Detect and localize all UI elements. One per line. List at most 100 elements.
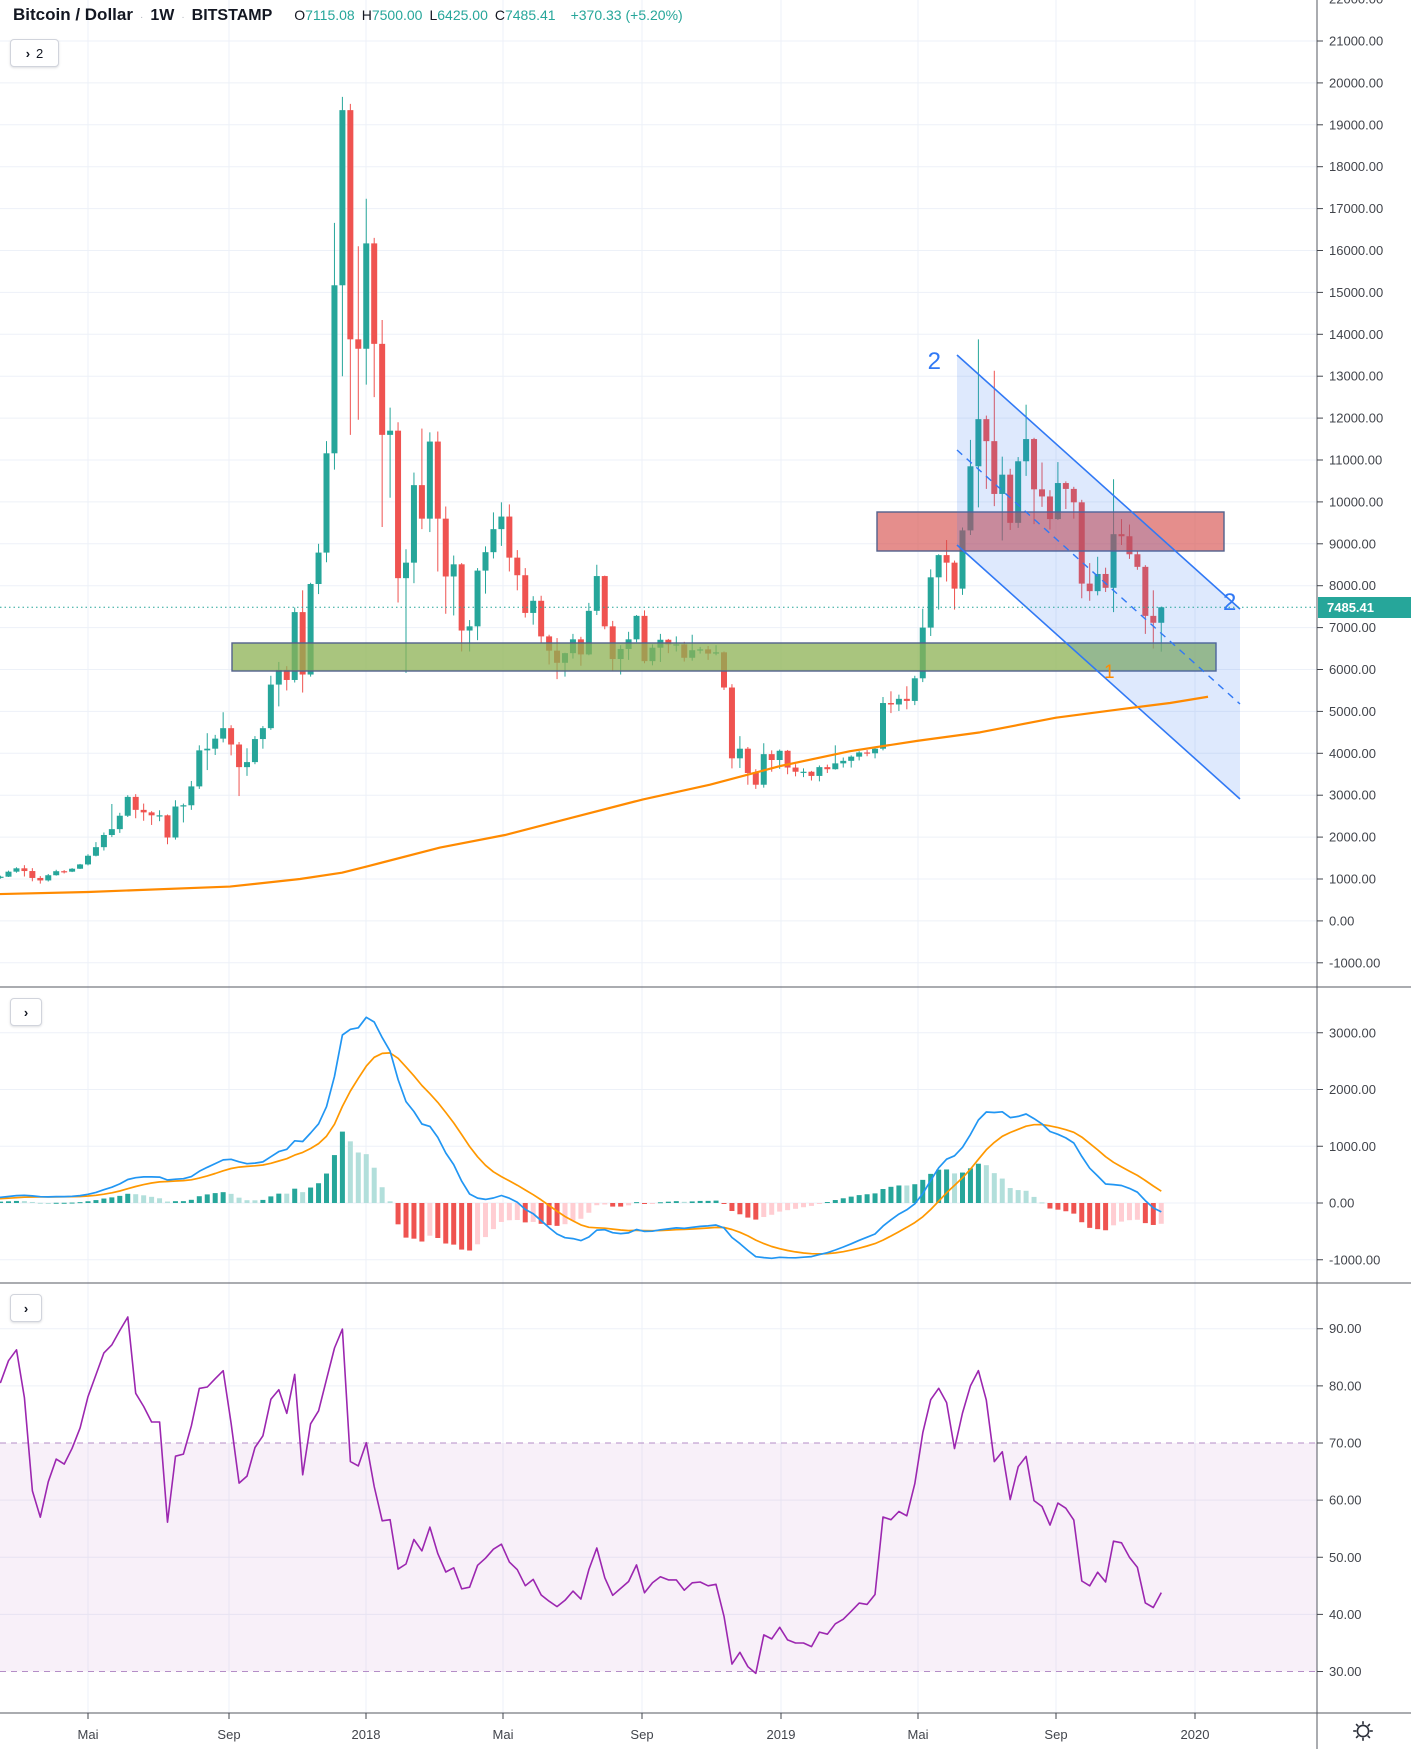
candle-body: [1102, 573, 1109, 588]
candle-body: [514, 557, 521, 576]
macd-histogram-bar: [761, 1203, 767, 1218]
macd-histogram-bar: [77, 1202, 83, 1204]
macd-histogram-bar: [220, 1192, 226, 1203]
candle-body: [61, 871, 68, 873]
macd-histogram-bar: [936, 1169, 942, 1203]
interval-label[interactable]: 1W: [150, 7, 175, 24]
candle-body: [864, 752, 871, 754]
candle-body: [347, 110, 354, 340]
candle-body: [768, 754, 775, 761]
macd-histogram-bar: [252, 1200, 258, 1203]
candle-body: [387, 430, 394, 435]
candle-body: [792, 767, 799, 772]
macd-histogram-bar: [61, 1202, 67, 1204]
macd-histogram-bar: [276, 1193, 282, 1203]
candle-body: [315, 552, 322, 585]
channel-mid-line: [956, 449, 1241, 705]
macd-histogram-bar: [1015, 1190, 1021, 1203]
high-value: 7500.00: [371, 7, 423, 23]
macd-histogram-bar: [85, 1201, 91, 1203]
axis-tick-label: 17000.00: [1329, 201, 1383, 216]
macd-histogram-bar: [1047, 1203, 1053, 1209]
candle-body: [29, 871, 36, 878]
candle-body: [943, 555, 950, 563]
candle-body: [108, 829, 115, 836]
macd-histogram-bar: [618, 1203, 624, 1207]
candle-body: [784, 750, 791, 768]
macd-histogram-bar: [37, 1202, 43, 1204]
candle-body: [434, 441, 441, 519]
main-pane-collapse-button[interactable]: › 2: [10, 39, 59, 67]
exchange-label[interactable]: BITSTAMP: [191, 7, 273, 24]
moving-average-line[interactable]: [0, 695, 1209, 898]
rsi-pane-collapse-button[interactable]: ›: [10, 1294, 42, 1322]
macd-histogram-bar: [634, 1202, 640, 1204]
candle-body: [204, 748, 211, 751]
macd-histogram-bar: [689, 1201, 695, 1203]
time-tick-label: Mai: [908, 1727, 929, 1742]
macd-histogram-bar: [793, 1203, 799, 1209]
descending-channel-fill[interactable]: [957, 355, 1240, 799]
macd-histogram-bar: [848, 1196, 854, 1203]
candle-body: [959, 530, 966, 589]
candle-body: [728, 687, 735, 759]
symbol-header: Bitcoin / Dollar · 1W · BITSTAMP O7115.0…: [13, 5, 683, 25]
axis-tick-label: 10000.00: [1329, 494, 1383, 509]
macd-line: [0, 1016, 1162, 1260]
macd-histogram-bar: [1134, 1203, 1140, 1220]
axis-tick-label: 7000.00: [1329, 620, 1376, 635]
candle-body: [140, 809, 147, 813]
macd-histogram-bar: [212, 1193, 218, 1203]
rsi-pane[interactable]: [0, 1316, 1317, 1675]
ohlc-readout: O7115.08 H7500.00 L6425.00 C7485.41: [287, 7, 555, 23]
candle-body: [466, 626, 473, 631]
macd-histogram-bar: [1007, 1188, 1013, 1203]
macd-histogram-bar: [451, 1203, 457, 1245]
axis-tick-label: 16000.00: [1329, 243, 1383, 258]
candle-body: [220, 728, 227, 739]
channel-upper-line[interactable]: [956, 354, 1241, 610]
price-axis[interactable]: 22000.00 21000.00 20000.00 19000.00 18000.00…: [1317, 0, 1383, 1679]
macd-histogram-bar: [109, 1197, 115, 1203]
macd-histogram-bar: [1063, 1203, 1069, 1212]
axis-tick-label: 3000.00: [1329, 1025, 1376, 1040]
macd-histogram-bar: [459, 1203, 465, 1250]
candle-body: [506, 516, 513, 558]
support-zone[interactable]: [231, 642, 1217, 672]
separator-dot: ·: [181, 12, 185, 23]
symbol-name[interactable]: Bitcoin / Dollar: [13, 5, 133, 24]
settings-icon[interactable]: [1348, 1716, 1378, 1746]
macd-histogram-bar: [880, 1189, 886, 1203]
macd-histogram-bar: [801, 1203, 806, 1208]
macd-pane-collapse-button[interactable]: ›: [10, 998, 42, 1026]
macd-pane[interactable]: [0, 1016, 1164, 1260]
axis-tick-label: 80.00: [1329, 1378, 1362, 1393]
candle-body: [323, 453, 330, 553]
axis-tick-label: 6000.00: [1329, 662, 1376, 677]
axis-tick-label: 1000.00: [1329, 1139, 1376, 1154]
macd-histogram-bar: [578, 1203, 584, 1219]
candle-body: [180, 805, 187, 807]
macd-histogram-bar: [514, 1203, 520, 1221]
channel-label-top: 2: [928, 348, 941, 375]
macd-histogram-bar: [538, 1203, 544, 1224]
macd-histogram-bar: [6, 1201, 11, 1203]
channel-lower-line[interactable]: [956, 544, 1241, 800]
macd-histogram-bar: [1142, 1203, 1148, 1224]
ma-label: 1: [1104, 662, 1115, 683]
price-pane[interactable]: [0, 96, 1317, 898]
candle-body: [85, 855, 91, 865]
resistance-zone[interactable]: [876, 511, 1225, 552]
time-axis[interactable]: Mai Sep 2018 Mai Sep 2019 Mai Sep 2020: [78, 1713, 1210, 1742]
candle-body: [895, 698, 902, 705]
candle-body: [1015, 461, 1022, 523]
candle-body: [935, 555, 942, 578]
candle-body: [1158, 607, 1165, 623]
macd-histogram-bar: [419, 1203, 425, 1242]
indicator-count-badge: 2: [36, 45, 44, 61]
candle-body: [1062, 483, 1069, 489]
candle-body: [601, 576, 608, 627]
macd-histogram-bar: [928, 1173, 934, 1203]
candle-body: [808, 771, 815, 776]
